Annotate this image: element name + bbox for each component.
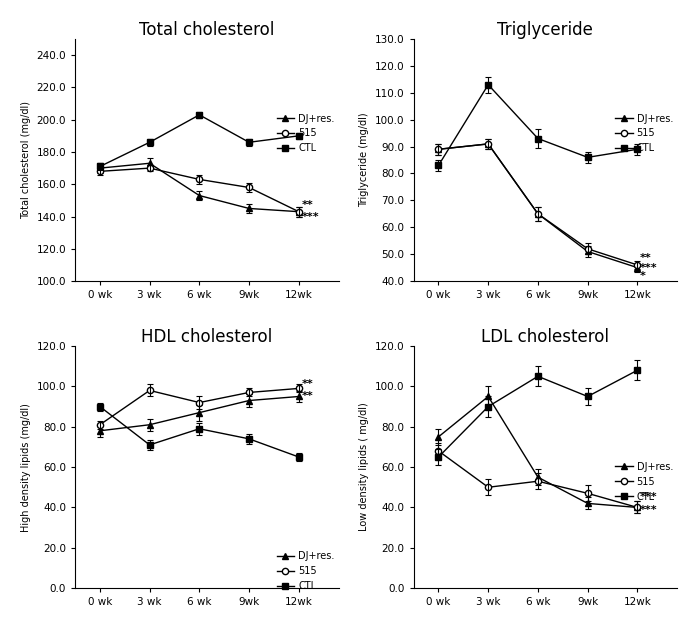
Text: **: ** (302, 200, 313, 210)
Text: *: * (640, 271, 646, 281)
Y-axis label: Triglyceride (mg/dl): Triglyceride (mg/dl) (359, 113, 369, 207)
Text: **: ** (302, 391, 313, 401)
Text: ***: *** (302, 212, 319, 222)
Text: ***: *** (640, 506, 658, 516)
Title: HDL cholesterol: HDL cholesterol (141, 328, 272, 346)
Title: Triglyceride: Triglyceride (498, 21, 593, 39)
Y-axis label: Low density lipids ( mg/dl): Low density lipids ( mg/dl) (359, 403, 369, 531)
Title: Total cholesterol: Total cholesterol (139, 21, 274, 39)
Text: **: ** (640, 253, 652, 263)
Text: ***: *** (640, 492, 658, 502)
Title: LDL cholesterol: LDL cholesterol (482, 328, 609, 346)
Text: **: ** (302, 379, 313, 389)
Text: ***: *** (640, 263, 658, 273)
Legend: DJ+res., 515, CTL: DJ+res., 515, CTL (614, 460, 675, 504)
Y-axis label: Total cholesterol (mg/dl): Total cholesterol (mg/dl) (21, 101, 31, 219)
Legend: DJ+res., 515, CTL: DJ+res., 515, CTL (275, 112, 336, 155)
Y-axis label: High density lipids (mg/dl): High density lipids (mg/dl) (21, 403, 31, 531)
Legend: DJ+res., 515, CTL: DJ+res., 515, CTL (614, 112, 675, 155)
Legend: DJ+res., 515, CTL: DJ+res., 515, CTL (275, 550, 336, 593)
